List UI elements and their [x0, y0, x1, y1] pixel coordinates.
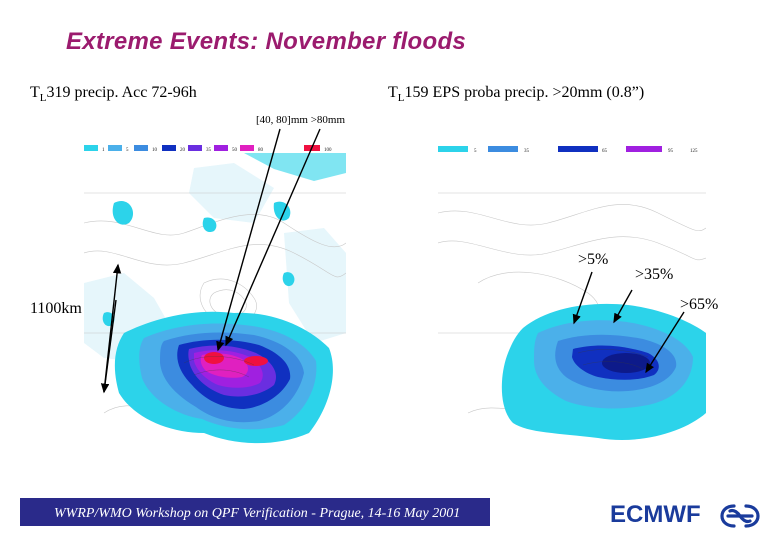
ecmwf-logo-icon	[720, 504, 760, 528]
left-legend-tick: 80	[258, 148, 264, 153]
arrow-range-to-peak	[216, 128, 281, 352]
distance-label: 1100km	[30, 300, 82, 317]
right-eps-map: 5 35 65 95 125	[438, 133, 706, 450]
right-legend-tick: 35	[524, 149, 530, 154]
left-legend-tick: 1	[102, 148, 105, 153]
right-legend-tick: 5	[474, 149, 477, 154]
prob-65-label: >65%	[680, 296, 719, 313]
right-legend-tick: 65	[602, 149, 608, 154]
left-legend-tick: 10	[152, 148, 158, 153]
left-map-legend: 1 5 10 20 35 50 80 100	[84, 145, 332, 153]
left-legend-tick: 20	[180, 148, 186, 153]
slide-title: Extreme Events: November floods	[66, 28, 467, 55]
left-legend-tick: 50	[232, 148, 238, 153]
arrow-65pct	[645, 311, 685, 374]
footer-bar	[20, 498, 490, 526]
right-panel-label: TL159 EPS proba precip. >20mm (0.8”)	[388, 84, 645, 105]
left-legend-tick: 100	[324, 148, 332, 153]
left-legend-tick: 35	[206, 148, 212, 153]
range-label: [40, 80]mm >80mm	[256, 114, 346, 126]
prob-5-label: >5%	[578, 251, 609, 268]
right-legend-tick: 95	[668, 149, 674, 154]
left-legend-tick: 5	[126, 148, 129, 153]
brand-name: ECMWF	[610, 501, 701, 528]
distance-arrow-down	[100, 299, 117, 394]
left-panel-label: TL319 precip. Acc 72-96h	[30, 84, 197, 105]
left-precip-map: 1 5 10 20 35 50 80 100	[84, 133, 346, 450]
arrow-35pct	[613, 289, 633, 324]
right-map-legend: 5 35 65 95 125	[438, 146, 698, 154]
footer-text: WWRP/WMO Workshop on QPF Verification - …	[54, 506, 461, 521]
prob-35-label: >35%	[635, 266, 674, 283]
arrow-over80-to-peak	[225, 128, 321, 347]
right-legend-tick: 125	[690, 149, 698, 154]
arrow-5pct	[572, 271, 593, 325]
